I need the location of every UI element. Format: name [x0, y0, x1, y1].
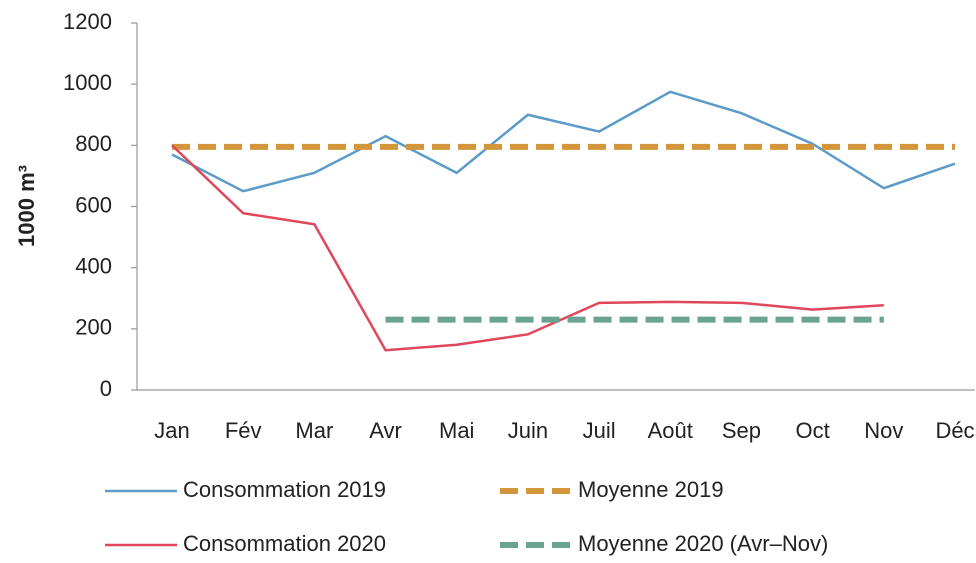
x-tick-label: Oct [796, 418, 830, 443]
legend-label: Moyenne 2019 [578, 477, 724, 502]
x-tick-label: Juin [508, 418, 548, 443]
y-tick-label: 600 [75, 192, 112, 217]
x-tick-label: Juil [583, 418, 616, 443]
legend-label: Moyenne 2020 (Avr–Nov) [578, 531, 828, 556]
y-tick-label: 0 [100, 376, 112, 401]
y-tick-label: 800 [75, 131, 112, 156]
x-tick-label: Nov [864, 418, 903, 443]
y-tick-label: 1000 [63, 70, 112, 95]
x-tick-label: Sep [722, 418, 761, 443]
series-line [171, 144, 884, 352]
series-line [171, 90, 956, 193]
x-tick-label: Mar [295, 418, 333, 443]
x-tick-label: Fév [225, 418, 262, 443]
x-tick-label: Août [648, 418, 693, 443]
legend-label: Consommation 2019 [183, 477, 386, 502]
y-tick-label: 400 [75, 253, 112, 278]
x-tick-label: Jan [154, 418, 189, 443]
y-tick-label: 1200 [63, 9, 112, 34]
x-tick-label: Mai [439, 418, 474, 443]
legend-label: Consommation 2020 [183, 531, 386, 556]
y-axis-label: 1000 m³ [14, 165, 39, 247]
y-tick-label: 200 [75, 315, 112, 340]
x-tick-label: Avr [369, 418, 402, 443]
x-tick-label: Déc [935, 418, 974, 443]
